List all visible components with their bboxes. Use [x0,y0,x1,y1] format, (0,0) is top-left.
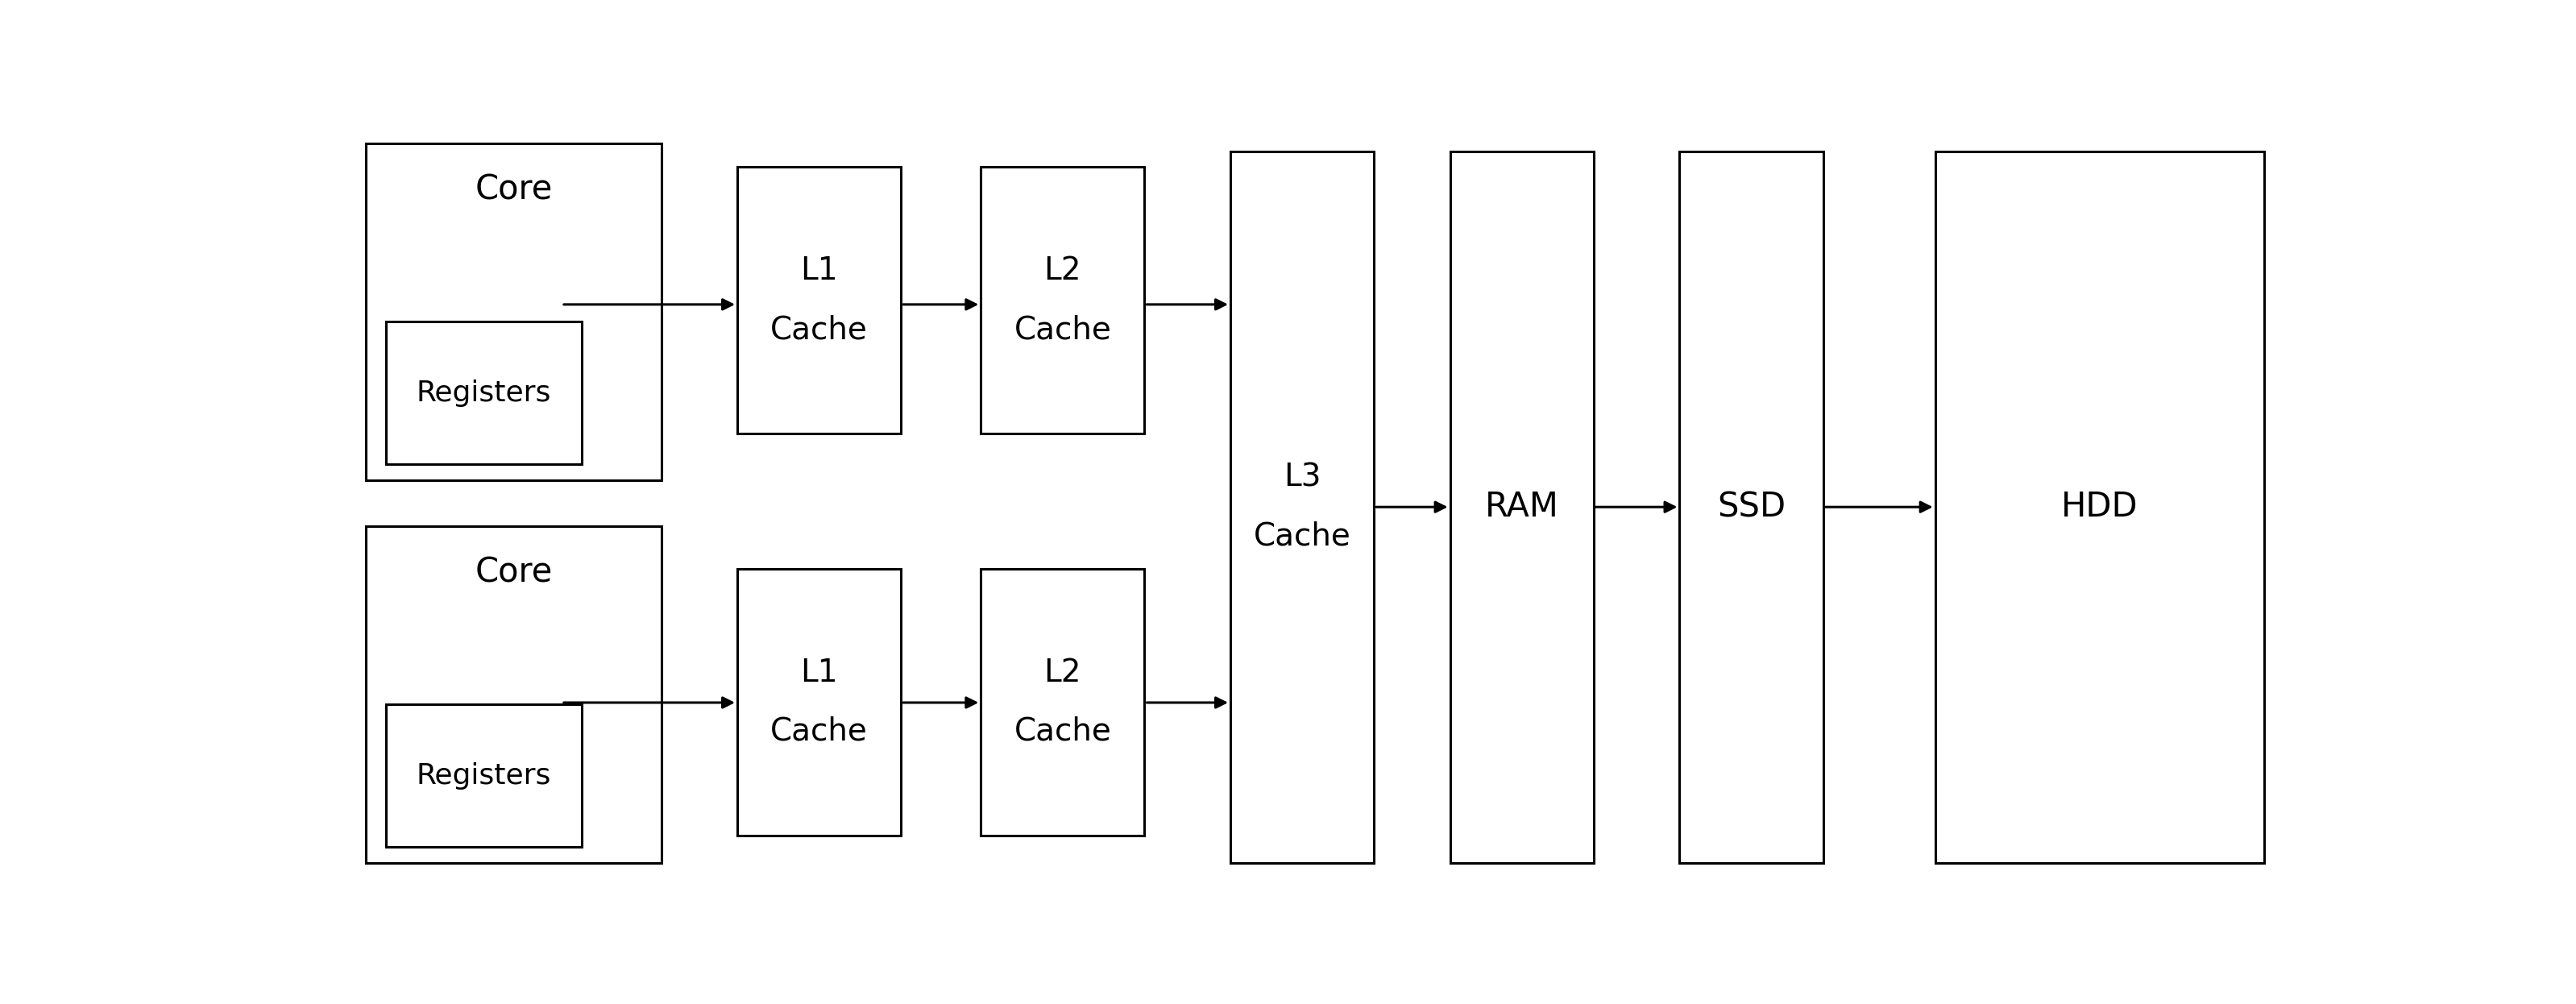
Text: L1: L1 [801,256,837,286]
Bar [1231,152,1373,862]
Text: L2: L2 [1043,658,1082,688]
Bar [737,167,902,434]
Text: Cache: Cache [770,314,868,345]
Bar [1935,152,2264,862]
Bar [981,167,1144,434]
Text: Core: Core [474,173,551,207]
Text: L1: L1 [801,658,837,688]
Text: Cache: Cache [770,716,868,747]
Text: Core: Core [474,556,551,589]
Bar [737,569,902,835]
Text: RAM: RAM [1484,490,1558,524]
Bar [981,569,1144,835]
Bar [366,144,662,480]
Text: Registers: Registers [417,762,551,789]
Text: SSD: SSD [1718,490,1785,524]
Text: L2: L2 [1043,256,1082,286]
Text: L3: L3 [1283,462,1321,493]
Text: Registers: Registers [417,380,551,407]
Bar [1450,152,1595,862]
Bar [386,321,582,465]
Text: Cache: Cache [1015,716,1110,747]
Text: Cache: Cache [1255,521,1350,552]
Text: Cache: Cache [1015,314,1110,345]
Bar [386,704,582,847]
Bar [366,526,662,862]
Bar [1680,152,1824,862]
Text: HDD: HDD [2061,490,2138,524]
